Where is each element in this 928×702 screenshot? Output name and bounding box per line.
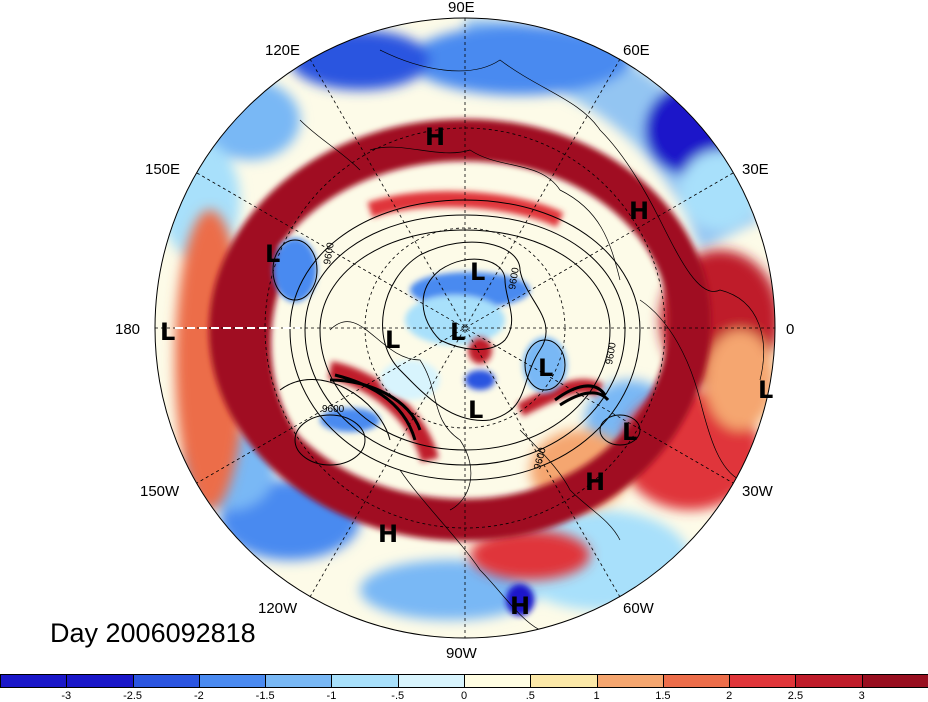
day-label: Day 2006092818 [50, 618, 256, 648]
colorbar-swatch [132, 674, 200, 688]
lon-label-0: 0 [786, 321, 794, 338]
colorbar-swatch [331, 674, 399, 688]
low-pressure-label: L [450, 318, 465, 346]
colorbar-swatch [66, 674, 134, 688]
low-pressure-label: L [468, 396, 483, 424]
colorbar-swatch [397, 674, 465, 688]
polar-map: 9600 9600 9600 9600 9600 H H H H H L L L… [115, 0, 794, 662]
colorbar-swatch [198, 674, 267, 688]
graticule [155, 18, 775, 638]
anomaly-field [155, 18, 775, 638]
contour-label: 9600 [322, 241, 337, 265]
colorbar-swatch [265, 674, 333, 688]
high-pressure-label: H [425, 123, 445, 151]
lon-label-30w: 30W [742, 483, 774, 500]
lon-label-90w: 90W [446, 645, 478, 662]
colorbar-tick-label: .5 [525, 690, 535, 702]
high-pressure-label: H [585, 468, 605, 496]
pressure-centers: H H H H H L L L L L L L L L [160, 123, 773, 620]
colorbar-tick-label: 2.5 [787, 690, 804, 702]
colorbar-tick-label: -1 [326, 690, 337, 702]
colorbar-tick-label: -2 [193, 690, 204, 702]
low-pressure-label: L [758, 376, 773, 404]
colorbar-swatch [530, 674, 598, 688]
colorbar-tick-label: -.5 [391, 690, 405, 702]
low-pressure-label: L [470, 258, 485, 286]
colorbar-tick-label: 0 [460, 690, 468, 702]
low-pressure-label: L [538, 354, 553, 382]
colorbar: -3 -2.5 -2 -1.5 -1 -.5 0 .5 1 1.5 2 2.5 3 [0, 674, 928, 702]
contour-label: 9600 [507, 266, 522, 290]
longitude-labels: 90E 60E 30E 0 30W 60W 90W 120W 150W 180 … [115, 0, 794, 662]
coastlines [299, 49, 764, 631]
colorbar-tick-label: -3 [61, 690, 72, 702]
contour-label: 9600 [322, 404, 345, 415]
colorbar-swatch [662, 674, 731, 688]
colorbar-tick-label: 3 [858, 690, 865, 702]
low-pressure-label: L [160, 318, 175, 346]
contour-label: 9600 [604, 341, 619, 365]
lon-label-90e: 90E [448, 0, 475, 16]
colorbar-tick-label: 2 [726, 690, 733, 702]
low-pressure-label: L [385, 326, 400, 354]
colorbar-tick-label: -1.5 [255, 690, 275, 702]
high-pressure-label: H [510, 592, 530, 620]
lon-label-60w: 60W [623, 600, 655, 617]
lon-label-150w: 150W [140, 483, 180, 500]
low-pressure-label: L [265, 240, 280, 268]
colorbar-swatch [464, 674, 532, 688]
colorbar-swatch [596, 674, 664, 688]
colorbar-swatch [0, 674, 68, 688]
lon-label-180: 180 [115, 321, 140, 338]
colorbar-swatch [795, 674, 863, 688]
colorbar-tick-label: 1.5 [655, 690, 671, 702]
colorbar-swatch [861, 674, 928, 688]
high-pressure-label: H [378, 520, 398, 548]
colorbar-tick-label: -2.5 [123, 690, 143, 702]
high-pressure-label: H [629, 197, 649, 225]
colorbar-swatch [729, 674, 797, 688]
lon-label-120e: 120E [265, 42, 300, 59]
colorbar-tick-label: 1 [593, 690, 600, 702]
lon-label-150e: 150E [145, 161, 180, 178]
low-pressure-label: L [622, 418, 637, 446]
lon-label-120w: 120W [258, 600, 298, 617]
lon-label-60e: 60E [623, 42, 650, 59]
lon-label-30e: 30E [742, 161, 769, 178]
